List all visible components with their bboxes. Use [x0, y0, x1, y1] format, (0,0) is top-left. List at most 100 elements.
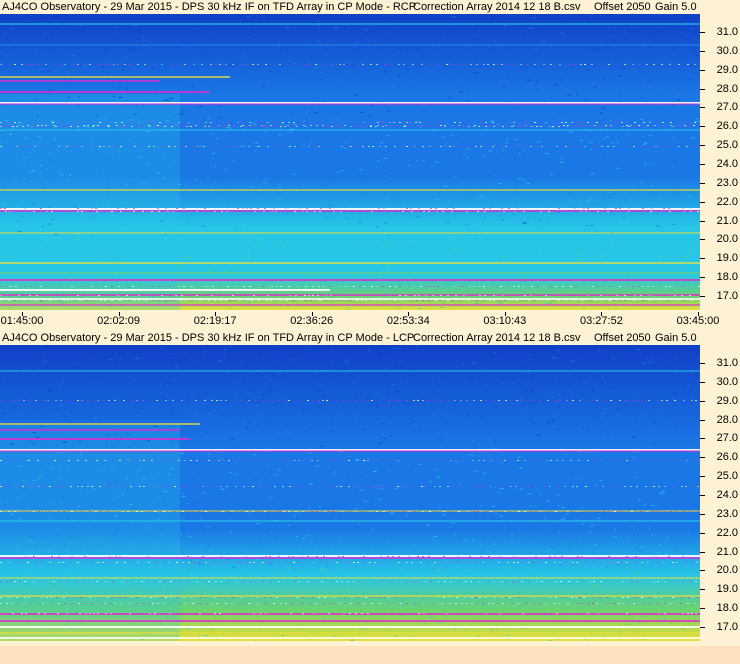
speckle-dash [178, 122, 180, 123]
spectrogram-plot-lcp[interactable] [0, 345, 700, 641]
speckle-dash [458, 125, 460, 126]
spectrogram-speckle [642, 558, 646, 560]
speckle-dash [672, 597, 674, 598]
spectrogram-speckle [247, 384, 250, 386]
spectrogram-speckle [473, 470, 477, 472]
spectrogram-speckle [281, 634, 284, 636]
spectrogram-speckle [386, 396, 389, 398]
speckle-dash [664, 613, 666, 614]
spectrogram-speckle [670, 525, 675, 527]
spectrogram-speckle [636, 621, 641, 623]
speckle-dash [44, 122, 46, 123]
speckle-dash [513, 64, 515, 65]
speckle-dash [137, 64, 139, 65]
speckle-dash [658, 486, 660, 487]
frequency-label: 21.0 [716, 214, 738, 227]
speckle-dash [497, 125, 499, 126]
speckle-dash [55, 126, 57, 127]
speckle-dash [529, 511, 531, 512]
spectrogram-speckle [177, 184, 181, 185]
spectrogram-speckle [601, 107, 605, 109]
spectrogram-speckle [608, 121, 611, 123]
spectrogram-speckle [587, 640, 589, 641]
spectrogram-speckle [42, 226, 44, 228]
spectrogram-speckle [348, 521, 352, 523]
spectrogram-speckle [8, 307, 11, 308]
speckle-dash [429, 146, 431, 147]
speckle-dash [388, 597, 390, 598]
spectrogram-speckle [311, 267, 314, 269]
spectrogram-speckle [380, 142, 383, 144]
spectrogram-speckle [321, 252, 324, 254]
speckle-dash [283, 400, 285, 401]
speckle-dash [428, 211, 430, 212]
spectrogram-speckle [1, 224, 5, 225]
spectrogram-speckle [189, 256, 191, 258]
spectrogram-speckle [378, 442, 382, 444]
spectrogram-speckle [602, 408, 606, 409]
spectrogram-speckle [386, 242, 390, 244]
spectrogram-speckle [241, 186, 243, 188]
speckle-dash [397, 511, 399, 512]
speckle-dash [179, 603, 181, 604]
speckle-dash [41, 126, 43, 127]
spectrogram-speckle [659, 600, 663, 602]
speckle-dash [9, 211, 11, 212]
speckle-dash [429, 64, 431, 65]
speckle-dash [42, 603, 44, 604]
speckle-dash [389, 125, 391, 126]
speckle-dash [191, 300, 193, 301]
spectrogram-speckle [17, 231, 22, 233]
speckle-dash [630, 295, 632, 296]
spectrogram-speckle [536, 141, 541, 143]
speckle-dash [666, 400, 668, 401]
speckle-dash [50, 286, 52, 287]
spectrogram-speckle [319, 72, 324, 73]
speckle-dash [437, 597, 439, 598]
speckle-dash [651, 146, 653, 147]
spectrogram-speckle [8, 97, 10, 99]
spectrogram-speckle [130, 275, 132, 277]
speckle-dash [180, 486, 182, 487]
spectrogram-speckle [614, 528, 616, 530]
spectrogram-speckle [481, 373, 485, 375]
speckle-dash [90, 146, 92, 147]
spectrogram-speckle [389, 435, 392, 437]
speckle-dash [655, 597, 657, 598]
speckle-dash [642, 286, 644, 287]
speckle-dash [168, 562, 170, 563]
speckle-dash [285, 597, 287, 598]
spectrogram-speckle [357, 275, 360, 277]
speckle-dash [353, 286, 355, 287]
speckle-dash [190, 460, 192, 461]
spectrogram-speckle [96, 240, 98, 242]
spectrogram-speckle [468, 361, 472, 363]
speckle-dash [445, 286, 447, 287]
speckle-dash [614, 211, 616, 212]
spectrogram-speckle [194, 99, 196, 101]
speckle-dash [83, 125, 85, 126]
spectrogram-speckle [233, 359, 236, 361]
speckle-dash [193, 64, 195, 65]
speckle-dash [252, 64, 254, 65]
spectrogram-speckle [358, 76, 360, 78]
spectrogram-speckle [632, 250, 636, 252]
spectrogram-speckle [491, 452, 496, 454]
speckle-dash [353, 562, 355, 563]
speckle-dash [655, 146, 657, 147]
speckle-dash [40, 286, 42, 287]
spectrogram-speckle [197, 278, 201, 280]
spectrogram-speckle [613, 539, 618, 541]
spectrogram-speckle [483, 472, 487, 474]
speckle-dash [323, 146, 325, 147]
spectrogram-speckle [558, 287, 561, 289]
speckle-dash [413, 597, 415, 598]
speckle-dash [244, 122, 246, 123]
spectrogram-speckle [601, 107, 605, 109]
speckle-dash [435, 208, 437, 209]
spectrogram-speckle [250, 409, 252, 411]
spectrogram-speckle [651, 216, 655, 218]
spectrogram-plot-rcp[interactable] [0, 14, 700, 310]
spectrogram-speckle [49, 213, 52, 215]
spectrogram-speckle [293, 124, 297, 125]
